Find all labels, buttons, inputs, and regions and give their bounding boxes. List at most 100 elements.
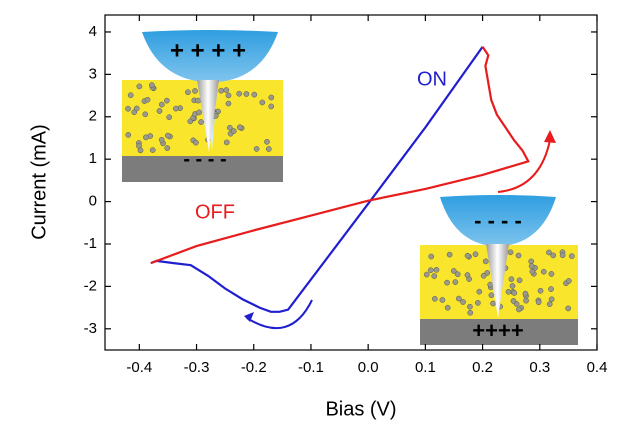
particle [185,90,190,95]
particle [530,269,535,274]
chart: + + + +- - - - - - - -++++ Bias (V) Curr… [0,0,619,420]
particle [269,95,274,100]
particle [197,110,202,115]
particle [173,106,178,111]
x-tick-label: -0.2 [241,359,267,376]
particle [195,98,200,103]
particle [226,93,231,98]
particle [560,253,565,258]
particle [164,98,169,103]
particle [134,106,139,111]
particle [508,250,513,255]
particle [447,252,452,257]
y-tick-label: 2 [89,108,97,125]
particle [549,297,554,302]
x-tick-label: -0.3 [184,359,210,376]
particle [547,302,552,307]
particle [523,298,528,303]
x-tick-label: 0.1 [415,359,436,376]
y-tick-label: 0 [89,193,97,210]
y-tick-label: -3 [84,320,97,337]
particle [237,125,242,130]
particle [244,91,249,96]
particle [428,268,433,273]
particle [541,269,546,274]
series-label: OFF [195,201,235,223]
particle [566,278,571,283]
particle [424,272,429,277]
particle [145,97,150,102]
particle [538,288,543,293]
particle [481,273,486,278]
x-tick-label: -0.1 [298,359,324,376]
particle [165,146,170,151]
particle [551,253,556,258]
particle [237,91,242,96]
particle [260,100,265,105]
particle [523,291,528,296]
particle [165,133,170,138]
y-tick-label: 1 [89,150,97,167]
particle [465,272,470,277]
particle [569,253,574,258]
particle [517,278,522,283]
particle [126,132,131,137]
particle [488,282,493,287]
particle [456,296,461,301]
particle [429,254,434,259]
inset-substrate-charge: ++++ [472,318,523,343]
particle [453,280,458,285]
particle [219,88,224,93]
x-tick-label: 0.3 [529,359,550,376]
x-tick-label: -0.4 [126,359,152,376]
particle [226,101,231,106]
inset: - - - -++++ [420,195,578,345]
particle [254,146,259,151]
particle [475,300,480,305]
particle [529,264,534,269]
particle [231,128,236,133]
particle [157,108,162,113]
particle [252,92,257,97]
y-tick-label: -2 [84,277,97,294]
sweep-arrow [247,300,312,328]
y-tick-label: 3 [89,65,97,82]
inset: + + + +- - - - [122,30,283,182]
particle [198,119,203,124]
particle [193,140,198,145]
particle [138,148,143,153]
particle [128,93,133,98]
particle [125,106,130,111]
y-tick-label: -1 [84,235,97,252]
particle [549,271,554,276]
particle [455,272,460,277]
particle [468,310,473,315]
particle [490,301,495,306]
particle [224,87,229,92]
particle [159,102,164,107]
particle [264,139,269,144]
particle [489,293,494,298]
particle [512,290,517,295]
particle [149,82,154,87]
particle [434,267,439,272]
particle [269,104,274,109]
particle [516,253,521,258]
particle [167,115,172,120]
particle [445,305,450,310]
particle [440,297,445,302]
sweep-arrow [498,140,550,192]
particle [137,84,142,89]
particle [150,147,155,152]
series-label: ON [417,68,447,90]
particle [506,289,511,294]
particle [510,283,515,288]
particle [516,307,521,312]
particle [143,112,148,117]
particle [192,88,197,93]
particle [432,296,437,301]
x-tick-label: 0.4 [587,359,608,376]
particle [536,300,541,305]
inset-tip-charge: + + + + [170,37,246,64]
particle [483,259,488,264]
